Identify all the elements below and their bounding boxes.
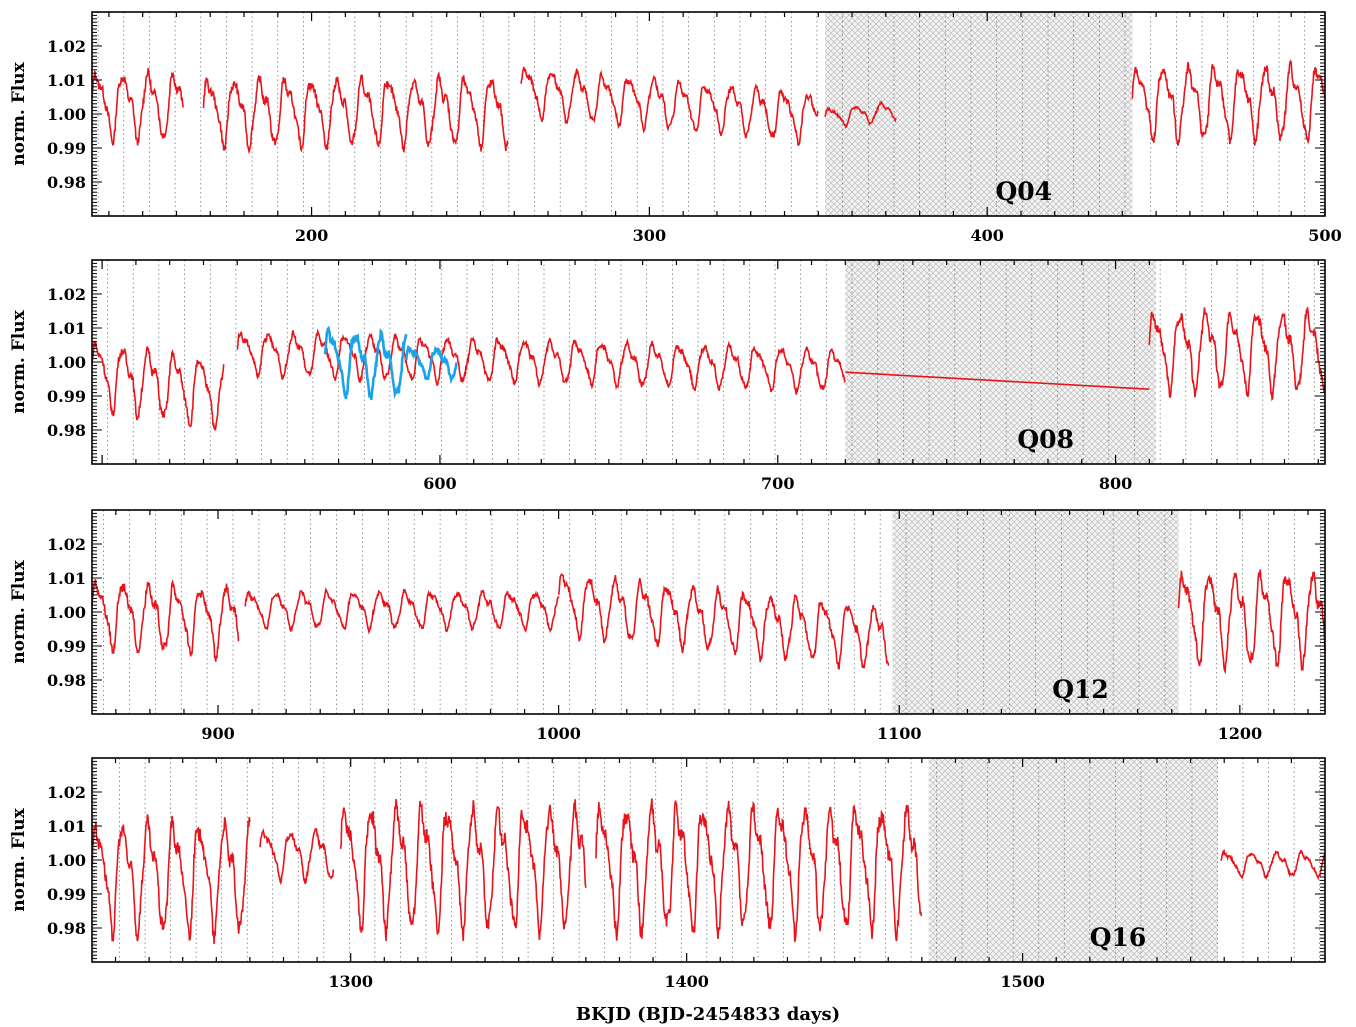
x-tick-label: 1400 — [664, 972, 709, 991]
y-tick-label: 1.00 — [47, 603, 86, 622]
y-tick-label: 0.98 — [47, 671, 86, 690]
y-tick-label: 0.99 — [47, 885, 86, 904]
y-axis-label: norm. Flux — [9, 61, 29, 165]
x-tick-label: 700 — [761, 474, 794, 493]
x-tick-label: 900 — [201, 724, 234, 743]
flux-bridge-line — [845, 371, 1150, 390]
x-tick-label: 400 — [970, 226, 1003, 245]
flux-series-segment — [1177, 569, 1326, 675]
y-tick-label: 0.99 — [47, 387, 86, 406]
y-tick-label: 1.02 — [47, 285, 86, 304]
highlighted-flux-segment — [404, 344, 459, 385]
panel-q12: 0.98 0.99 1.00 1.01 1.02 900 1000 1100 1200 norm.… — [9, 509, 1326, 743]
flux-series-segment — [339, 799, 587, 942]
flux-series-segment — [259, 828, 335, 886]
quarter-label: Q08 — [1017, 425, 1074, 454]
y-tick-label: 1.01 — [47, 71, 86, 90]
y-tick-label: 0.99 — [47, 139, 86, 158]
y-tick-label: 0.98 — [47, 919, 86, 938]
y-tick-label: 1.01 — [47, 569, 86, 588]
flux-series-segment — [1131, 59, 1326, 146]
flux-series-segment — [520, 66, 819, 146]
x-tick-label: 1200 — [1218, 724, 1263, 743]
flux-series-segment — [595, 798, 923, 942]
flux-series-segment — [236, 328, 846, 395]
y-tick-label: 1.01 — [47, 319, 86, 338]
axes-frame — [91, 11, 1326, 217]
data-gap-region — [928, 758, 1218, 962]
y-tick-label: 1.02 — [47, 783, 86, 802]
quarter-label: Q04 — [995, 177, 1052, 206]
y-axis-label: norm. Flux — [9, 807, 29, 911]
x-tick-label: 500 — [1308, 226, 1341, 245]
flux-series-segment — [202, 71, 509, 155]
quarter-label: Q12 — [1052, 675, 1109, 704]
flux-series-segment — [244, 587, 560, 635]
x-tick-label: 1300 — [328, 972, 373, 991]
x-tick-label: 600 — [423, 474, 456, 493]
panels-group: 0.98 0.99 1.00 1.01 1.02 200 300 400 500 norm. Fl… — [9, 11, 1342, 991]
flux-series-segment — [557, 573, 890, 670]
quarter-label: Q16 — [1090, 923, 1147, 952]
y-tick-label: 1.00 — [47, 353, 86, 372]
x-tick-label: 1500 — [1000, 972, 1045, 991]
flux-series-segment — [91, 814, 251, 944]
y-tick-label: 0.99 — [47, 637, 86, 656]
y-tick-label: 1.02 — [47, 535, 86, 554]
y-tick-label: 1.02 — [47, 37, 86, 56]
highlighted-flux-segment — [323, 325, 408, 400]
panel-q04: 0.98 0.99 1.00 1.01 1.02 200 300 400 500 norm. Fl… — [9, 11, 1342, 245]
x-tick-label: 800 — [1099, 474, 1132, 493]
data-gap-region — [845, 260, 1157, 464]
flux-series-segment — [824, 100, 897, 130]
flux-series-segment — [91, 340, 225, 431]
x-tick-label: 300 — [633, 226, 666, 245]
x-tick-label: 200 — [295, 226, 328, 245]
y-axis-label: norm. Flux — [9, 309, 29, 413]
flux-series-segment — [91, 579, 240, 662]
y-axis-label: norm. Flux — [9, 559, 29, 663]
flux-series-segment — [1148, 307, 1326, 402]
data-gap-region — [892, 510, 1179, 714]
y-tick-label: 1.00 — [47, 851, 86, 870]
y-tick-label: 0.98 — [47, 173, 86, 192]
panel-q16: 0.98 0.99 1.00 1.01 1.02 1300 1400 1500 norm. Fl… — [9, 757, 1326, 991]
flux-series-segment — [91, 67, 184, 146]
y-tick-label: 0.98 — [47, 421, 86, 440]
panel-q08: 0.98 0.99 1.00 1.01 1.02 600 700 800 norm. Flux Q… — [9, 259, 1326, 493]
x-axis-label: BKJD (BJD-2454833 days) — [576, 1004, 840, 1025]
data-gap-region — [825, 12, 1133, 216]
flux-series-segment — [1220, 848, 1326, 881]
x-tick-label: 1000 — [536, 724, 581, 743]
y-tick-label: 1.01 — [47, 817, 86, 836]
x-tick-label: 1100 — [877, 724, 922, 743]
y-tick-label: 1.00 — [47, 105, 86, 124]
